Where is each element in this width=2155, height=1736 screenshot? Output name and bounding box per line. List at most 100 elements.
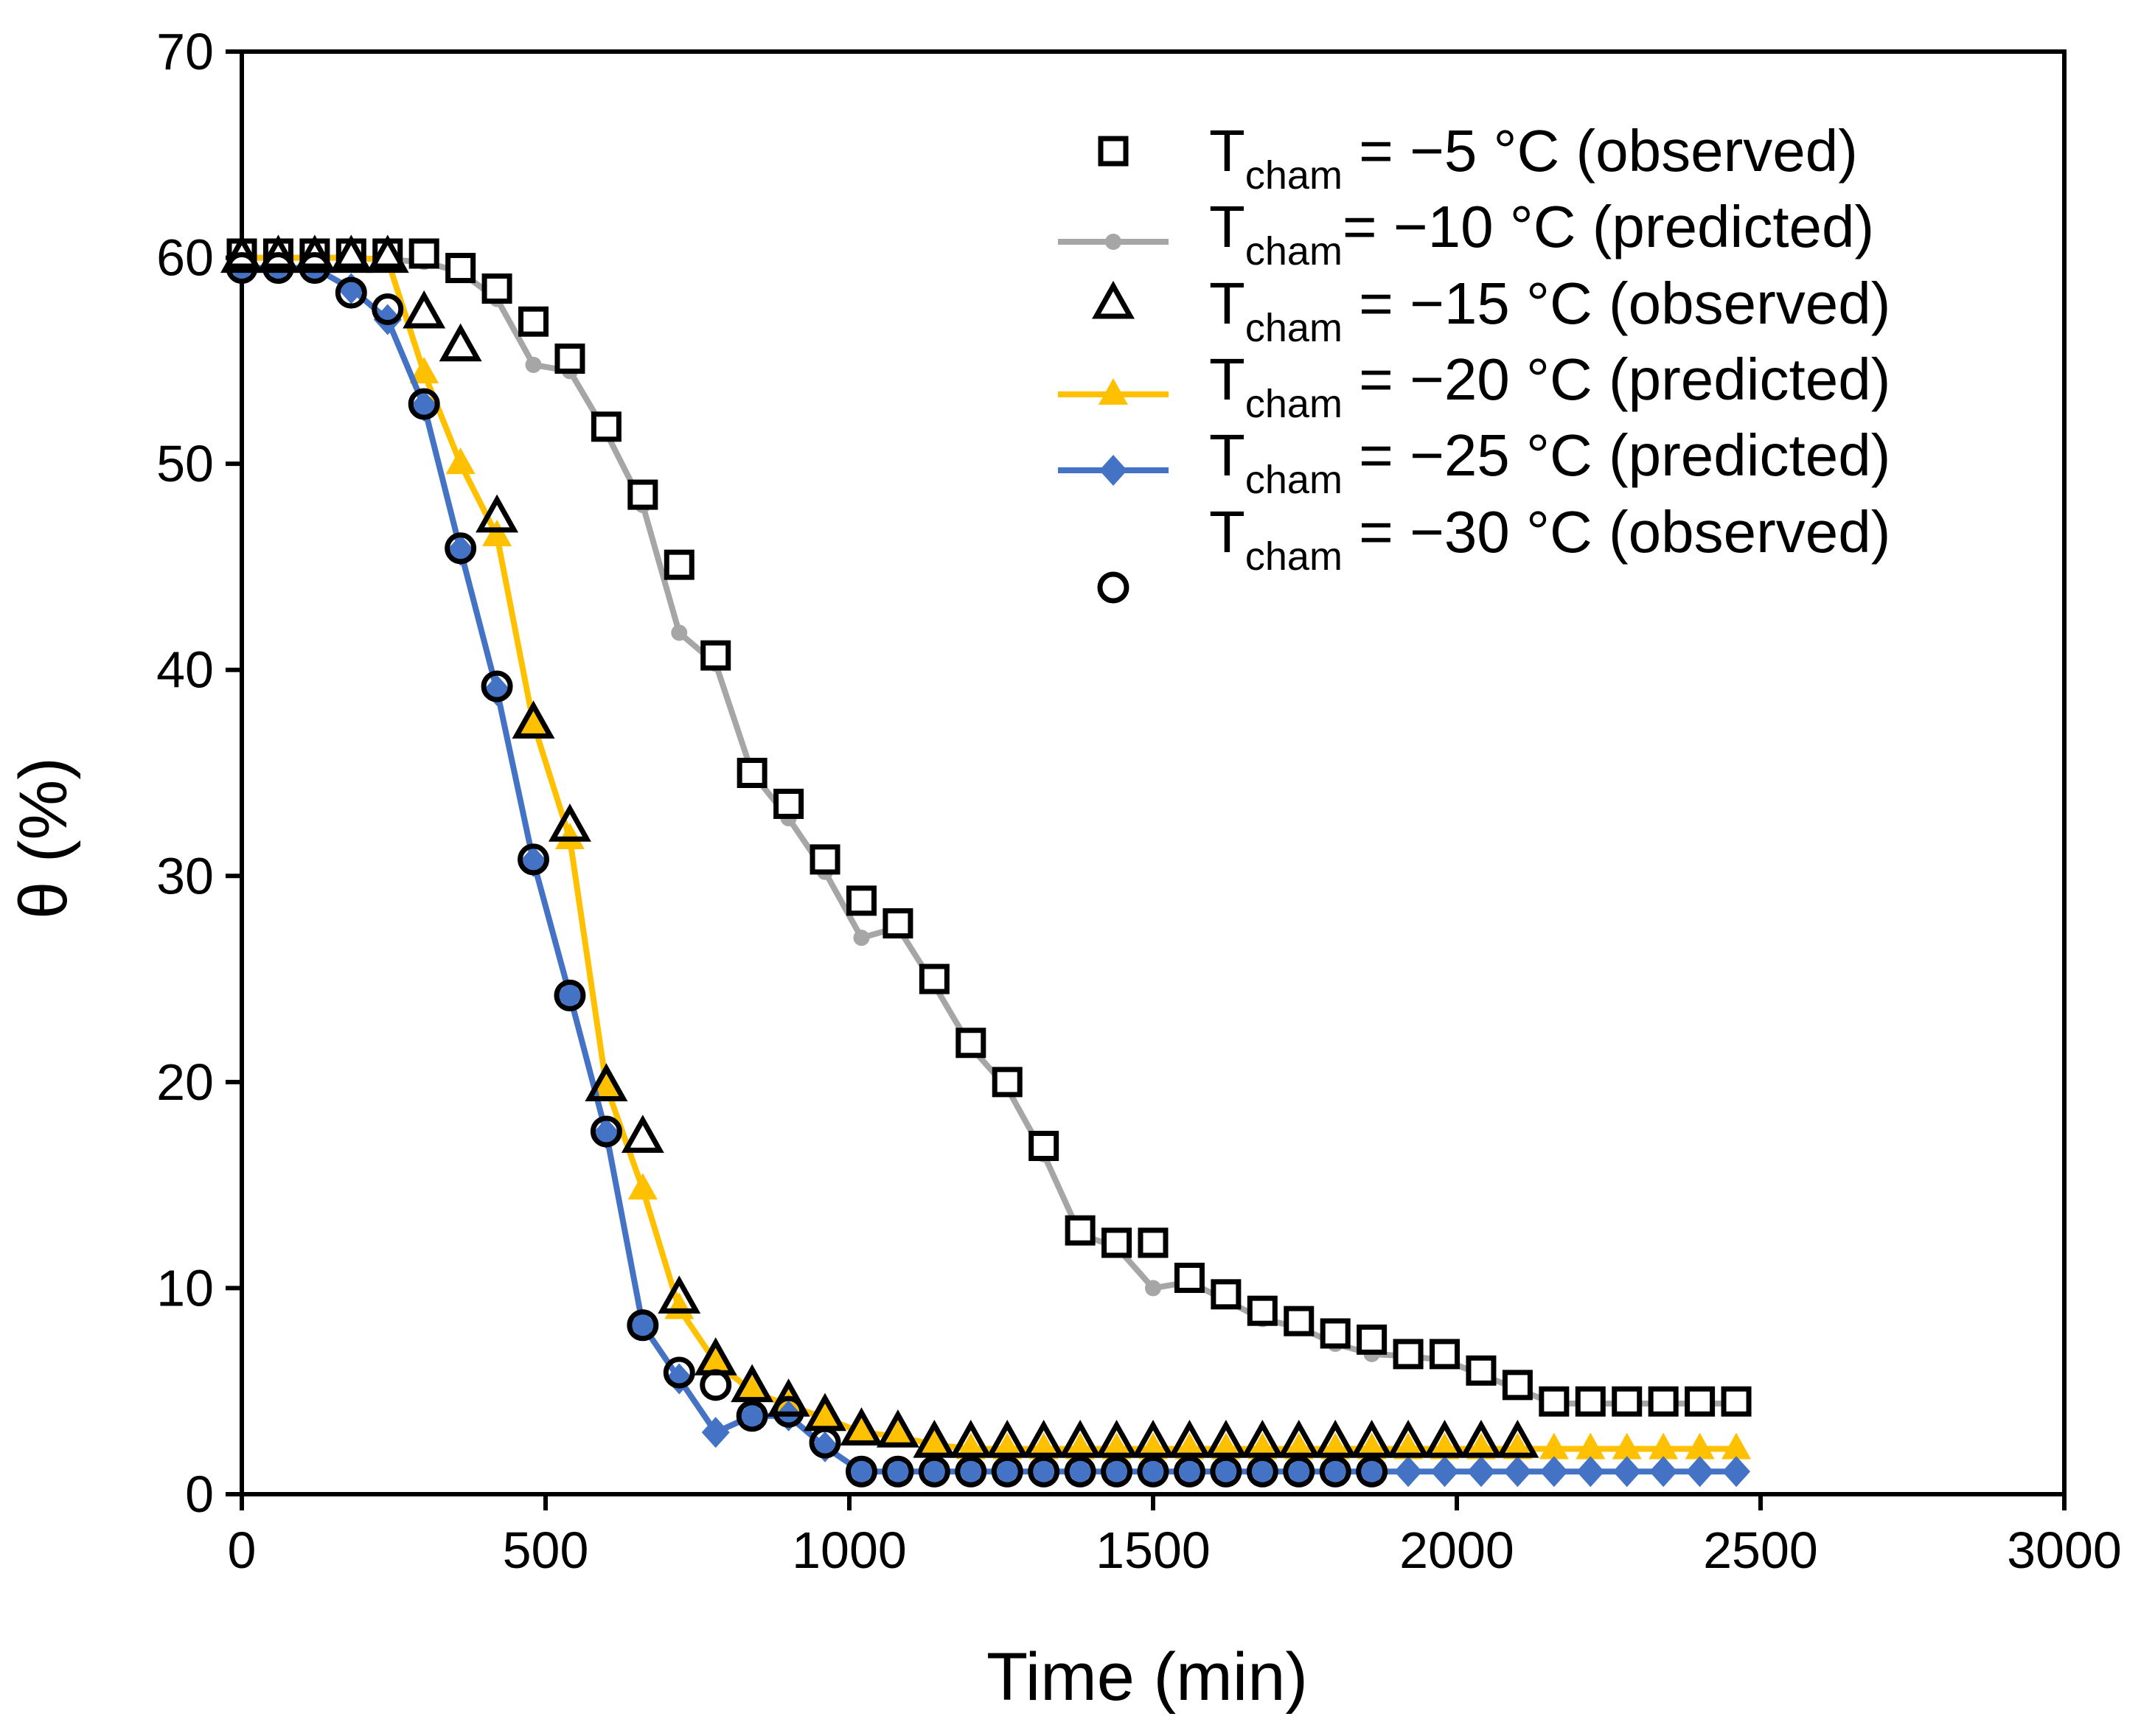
series-layer xyxy=(220,234,1752,1488)
series-4-point xyxy=(1576,1432,1606,1460)
series-4-point xyxy=(1028,1432,1059,1460)
series-3-point xyxy=(621,1115,664,1153)
legend-label: Tcham = −25 °C (predicted) xyxy=(1209,422,1890,502)
series-6-point xyxy=(1319,1455,1351,1488)
x-tick-label: 3000 xyxy=(2007,1521,2122,1579)
series-3-point xyxy=(731,1364,774,1403)
x-tick-label: 500 xyxy=(503,1521,589,1579)
series-3-point xyxy=(1459,1419,1503,1458)
series-6-point xyxy=(1064,1455,1096,1488)
series-3-point xyxy=(330,234,373,273)
series-6-point xyxy=(262,252,294,285)
series-5-point xyxy=(1066,1456,1095,1488)
legend-marker xyxy=(1099,455,1127,486)
legend-label-rest: = −25 °C (predicted) xyxy=(1343,422,1890,488)
series-4-point xyxy=(810,1401,840,1429)
y-tick-label: 50 xyxy=(156,435,214,492)
series-4-point xyxy=(1101,1432,1132,1460)
x-tick-label: 2000 xyxy=(1399,1521,1514,1579)
series-6-point xyxy=(736,1400,768,1432)
series-5-point xyxy=(1649,1456,1678,1488)
legend-marker xyxy=(1092,280,1135,319)
series-3-point xyxy=(913,1419,956,1458)
series-1-point xyxy=(591,411,622,442)
legend-item-5: Tcham = −25 °C (predicted) xyxy=(1058,422,1890,502)
series-4-point xyxy=(409,357,439,384)
y-tick-label: 40 xyxy=(156,641,214,699)
series-4-point xyxy=(482,519,512,546)
series-1-point xyxy=(1685,1386,1716,1417)
series-4-point xyxy=(1685,1432,1715,1460)
series-3-point xyxy=(876,1409,919,1448)
series-5-point xyxy=(1139,1456,1167,1488)
series-5-point xyxy=(1685,1456,1714,1488)
y-tick-label: 0 xyxy=(185,1465,214,1523)
series-4-point xyxy=(1721,1432,1752,1460)
legend-label-rest: = −10 °C (predicted) xyxy=(1343,194,1874,259)
series-3-point xyxy=(548,803,591,842)
x-tick-label: 1500 xyxy=(1096,1521,1211,1579)
series-4-point xyxy=(737,1375,767,1402)
legend-label-subscript: cham xyxy=(1245,382,1343,426)
legend-label-rest: = −5 °C (observed) xyxy=(1343,118,1858,184)
series-4-point xyxy=(445,447,476,475)
series-5-point xyxy=(1722,1456,1751,1488)
legend-marker xyxy=(1098,136,1129,167)
series-1-point xyxy=(1028,1131,1059,1162)
series-4-point xyxy=(627,1173,658,1200)
x-axis-title: Time (min) xyxy=(986,1639,1308,1715)
series-1-point xyxy=(1721,1386,1752,1417)
series-4-point xyxy=(1320,1432,1351,1460)
series-5-point xyxy=(1284,1456,1313,1488)
series-1-point xyxy=(1065,1215,1096,1246)
series-4-point xyxy=(591,1070,622,1097)
legend-label: Tcham = −5 °C (observed) xyxy=(1209,118,1858,198)
legend-label-main: T xyxy=(1209,271,1245,336)
series-6-point xyxy=(1246,1455,1278,1488)
legend-label: Tcham = −15 °C (observed) xyxy=(1209,271,1890,350)
series-6-point xyxy=(773,1395,805,1428)
series-1-point xyxy=(846,885,877,916)
legend-label: Tcham = −30 °C (observed) xyxy=(1209,499,1890,579)
series-5-point xyxy=(555,980,584,1011)
series-1-point xyxy=(1284,1306,1315,1336)
series-6-point xyxy=(1356,1455,1388,1488)
series-3-point xyxy=(1168,1419,1211,1458)
series-3-point xyxy=(476,494,519,533)
series-6-point xyxy=(1028,1455,1060,1488)
series-1-point xyxy=(1430,1339,1461,1370)
legend-label-main: T xyxy=(1209,422,1245,488)
series-1-point xyxy=(919,963,950,994)
series-3-point xyxy=(1022,1419,1065,1458)
series-6-point xyxy=(918,1455,950,1488)
legend-item-2: Tcham= −10 °C (predicted) xyxy=(1058,194,1874,273)
series-5-point xyxy=(701,1417,730,1449)
series-1-point xyxy=(1502,1370,1533,1401)
series-3-point xyxy=(1241,1419,1284,1458)
series-5-point xyxy=(1357,1456,1386,1488)
series-5-point xyxy=(1248,1456,1277,1488)
series-1-point xyxy=(1539,1386,1570,1417)
series-1-point xyxy=(664,549,694,580)
series-5-point xyxy=(1394,1456,1423,1488)
series-1-point xyxy=(810,844,840,875)
series-4-point xyxy=(1284,1432,1314,1460)
series-3-point xyxy=(949,1419,992,1458)
series-3-point xyxy=(1204,1419,1247,1458)
series-4-point xyxy=(1357,1432,1387,1460)
y-tick-label: 20 xyxy=(156,1053,214,1111)
series-4-point xyxy=(846,1416,877,1443)
series-5-point xyxy=(628,1309,657,1341)
series-1-point xyxy=(1320,1318,1351,1349)
y-tick-label: 70 xyxy=(156,23,214,80)
legend-item-3: Tcham = −15 °C (observed) xyxy=(1092,271,1890,350)
legend-label-subscript: cham xyxy=(1245,306,1343,350)
series-6-point xyxy=(627,1309,659,1342)
series-3-point xyxy=(986,1419,1029,1458)
series-5-point xyxy=(1466,1456,1495,1488)
series-1 xyxy=(226,238,1752,1417)
series-5-point xyxy=(1503,1456,1532,1488)
series-4-point xyxy=(1612,1432,1642,1460)
legend-marker xyxy=(1097,571,1129,604)
series-1-point xyxy=(992,1067,1023,1098)
